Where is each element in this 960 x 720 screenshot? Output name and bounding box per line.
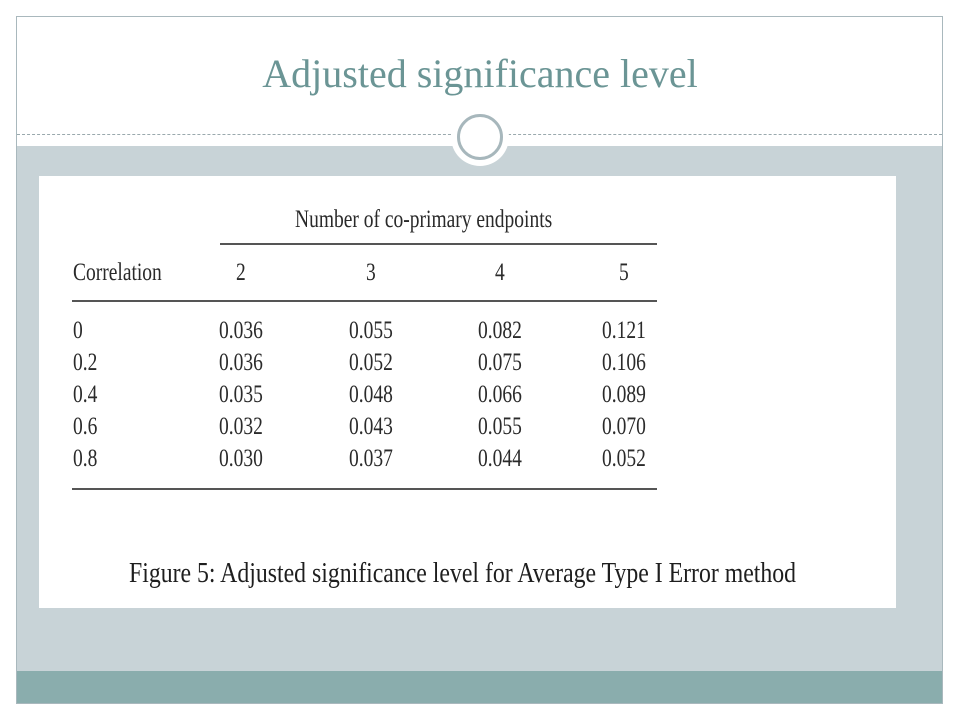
table-cell: 0.037 — [349, 445, 393, 472]
column-header: 2 — [236, 259, 246, 286]
table-cell: 0.089 — [602, 381, 646, 408]
table-cell: 0.066 — [478, 381, 522, 408]
table-cell: 0.043 — [349, 413, 393, 440]
table-cell: 0.035 — [219, 381, 263, 408]
table-cell: 0.055 — [478, 413, 522, 440]
column-header: 4 — [495, 259, 505, 286]
table-cell: 0.048 — [349, 381, 393, 408]
table-cell: 0.121 — [602, 317, 646, 344]
column-header: 3 — [366, 259, 376, 286]
header-rule — [72, 300, 657, 302]
row-label: 0 — [73, 317, 83, 344]
spanner-header: Number of co-primary endpoints — [295, 206, 553, 233]
table-cell: 0.052 — [349, 349, 393, 376]
row-header: Correlation — [73, 259, 162, 286]
table-cell: 0.082 — [478, 317, 522, 344]
table-cell: 0.052 — [602, 445, 646, 472]
table-cell: 0.044 — [478, 445, 522, 472]
table-cell: 0.030 — [219, 445, 263, 472]
row-label: 0.6 — [73, 413, 98, 440]
slide-title: Adjusted significance level — [262, 51, 698, 96]
table-cell: 0.055 — [349, 317, 393, 344]
row-label: 0.4 — [73, 381, 98, 408]
column-header: 5 — [619, 259, 629, 286]
table-cell: 0.036 — [219, 349, 263, 376]
spanner-rule — [220, 243, 657, 245]
bottom-rule — [72, 488, 657, 490]
row-label: 0.2 — [73, 349, 98, 376]
figure-caption: Figure 5: Adjusted significance level fo… — [129, 557, 797, 589]
circle-ornament-icon — [457, 114, 503, 160]
footer-band — [17, 671, 942, 703]
table-cell: 0.070 — [602, 413, 646, 440]
table-cell: 0.036 — [219, 317, 263, 344]
table-cell: 0.106 — [602, 349, 646, 376]
table-cell: 0.075 — [478, 349, 522, 376]
row-label: 0.8 — [73, 445, 98, 472]
slide-frame — [16, 16, 943, 704]
table-cell: 0.032 — [219, 413, 263, 440]
table-figure: Number of co-primary endpoints Correlati… — [39, 176, 896, 608]
